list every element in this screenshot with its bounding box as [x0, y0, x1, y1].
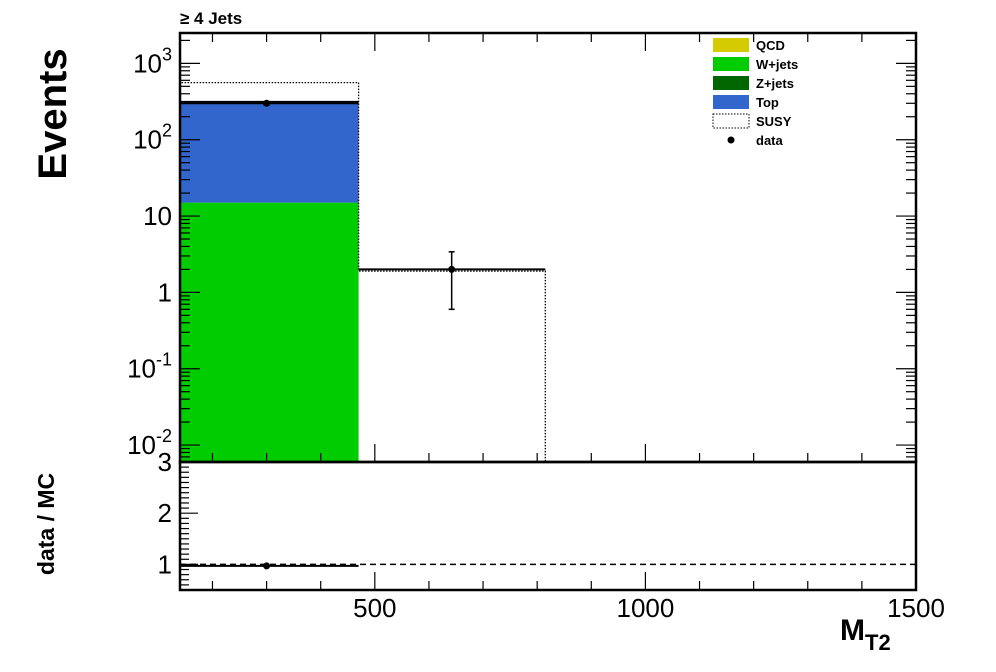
y-tick-label-base: 10 — [133, 48, 162, 78]
data-points — [180, 99, 546, 311]
y-tick-label-exponent: -1 — [156, 350, 172, 370]
ratio-plot-panel: 1 2 3 500 1000 1500 data / MC — [33, 447, 945, 623]
panel-title: ≥ 4 Jets — [180, 9, 242, 28]
x-tick-label-0: 500 — [353, 593, 396, 623]
y-tick-label-base: 10 — [127, 430, 156, 460]
ratio-point-0 — [263, 562, 271, 570]
y-axis-label: Events — [31, 48, 75, 179]
y-tick-label-base: 1 — [158, 277, 172, 307]
y-tick-label-exponent: -2 — [156, 426, 172, 446]
x-axis-label-subscript: T2 — [865, 630, 891, 655]
legend-z-jets-swatch — [713, 76, 749, 90]
y-tick-label-base: 10 — [133, 125, 162, 155]
y-tick-label-exponent: 2 — [162, 121, 172, 141]
y-tick-label-base: 10 — [143, 201, 172, 231]
y-tick-label-5: 103 — [133, 44, 172, 78]
y-tick-label-0: 10-2 — [127, 426, 172, 460]
legend-top-swatch — [713, 95, 749, 109]
legend-top-label: Top — [756, 95, 779, 110]
ratio-plot-frame — [178, 460, 918, 592]
y-tick-label-4: 102 — [133, 121, 172, 155]
ratio-x-axis-ticks: 500 1000 1500 — [211, 572, 945, 623]
bar-top-bin-0 — [180, 101, 359, 203]
legend-w-jets-swatch — [713, 57, 749, 71]
ratio-y-axis-label: data / MC — [33, 473, 59, 575]
legend-susy-label: SUSY — [756, 114, 792, 129]
bar-w-jets-bin-0 — [180, 202, 359, 462]
x-tick-label-1: 1000 — [616, 593, 674, 623]
ratio-points — [180, 562, 359, 570]
y-tick-label-exponent: 3 — [162, 44, 172, 64]
y-tick-label-base: 10 — [127, 354, 156, 384]
legend-susy-swatch — [712, 113, 750, 129]
data-point-0 — [263, 99, 271, 107]
ratio-y-tick-label-2: 3 — [158, 447, 172, 477]
legend-qcd-swatch — [713, 38, 749, 52]
x-axis-label-main: M — [840, 614, 865, 647]
legend-data-label: data — [756, 133, 784, 148]
ratio-y-tick-label-0: 1 — [158, 549, 172, 579]
legend-w-jets-label: W+jets — [756, 57, 798, 72]
y-tick-label-2: 1 — [158, 277, 172, 307]
legend-data-marker — [727, 136, 735, 144]
legend-qcd-label: QCD — [756, 38, 785, 53]
legend-z-jets-label: Z+jets — [756, 76, 794, 91]
legend: QCD W+jets Z+jets Top SUSY data — [712, 38, 798, 148]
y-tick-label-1: 10-1 — [127, 350, 172, 384]
data-point-1 — [448, 265, 456, 273]
x-tick-label-2: 1500 — [887, 593, 945, 623]
ratio-y-tick-label-1: 2 — [158, 498, 172, 528]
ratio-y-axis-ticks: 1 2 3 — [158, 447, 198, 586]
x-axis-label: MT2 — [840, 614, 891, 655]
stacked-bars — [180, 100, 359, 462]
y-tick-label-3: 10 — [143, 201, 172, 231]
